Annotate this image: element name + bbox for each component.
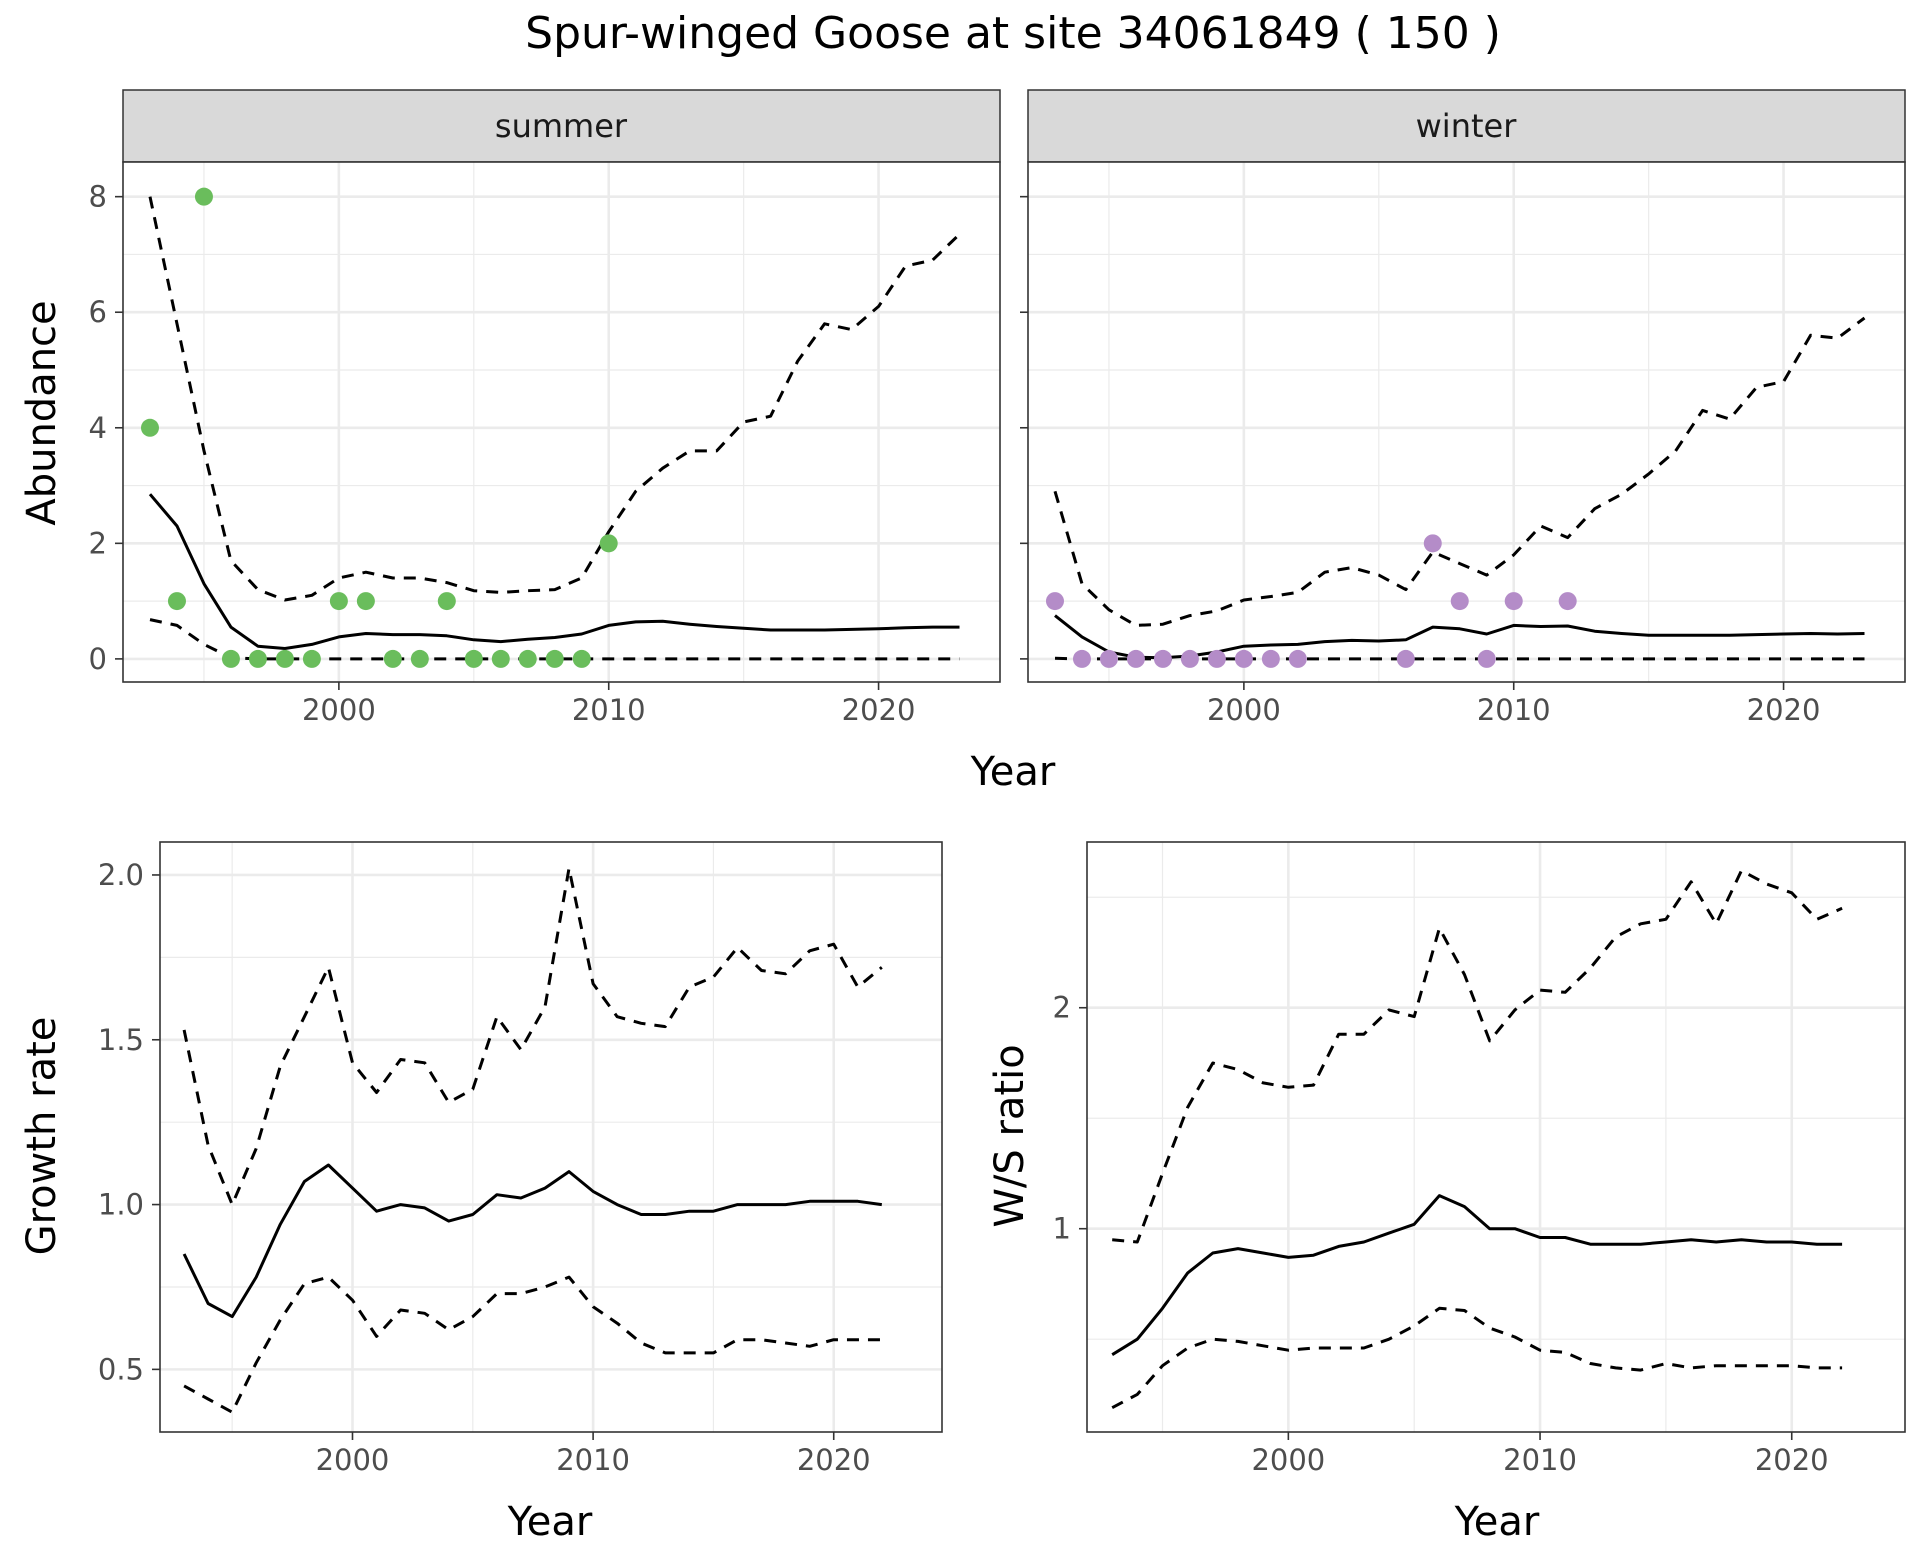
winter-x-tick-label: 2020 [1747,693,1821,727]
ws-ratio-x-tick-label: 2000 [1251,1443,1325,1477]
growth-panel-border [159,841,943,1433]
summer-observed-point [437,592,456,611]
summer-panel-border [122,161,1001,683]
summer-observed-point [545,649,564,668]
summer-data-layer [140,187,961,668]
abundance-winter-panel: 2000 2010 2020 [1020,161,1906,727]
winter-observed-point [1450,592,1469,611]
facet-strip-winter [1027,89,1906,163]
top-x-axis-title: Year [970,749,1056,795]
summer-upper-line [148,196,961,602]
summer-estimate-line [148,493,960,650]
growth-upper-line [182,866,883,1207]
summer-observed-point [518,649,537,668]
summer-observed-point [302,649,321,668]
winter-observed-point [1504,592,1523,611]
ws-x-axis-title: Year [1454,1499,1540,1545]
ws-ratio-x-tick-label: 2010 [1503,1443,1577,1477]
ws-y-axis-title: W/S ratio [987,1044,1033,1227]
growth-y-tick-label: 1.0 [98,1188,144,1222]
growth-y-tick-label: 1.5 [98,1023,144,1057]
growth-rate-panel: 2000 2010 2020 0.5 1.0 1.5 2.0 [98,841,943,1477]
winter-observed-point [1423,534,1442,553]
summer-x-tick-label: 2020 [842,693,916,727]
top-y-axis-title: Abundance [19,300,65,525]
winter-observed-point [1099,649,1118,668]
summer-y-tick-label: 2 [89,526,107,560]
summer-observed-point [491,649,510,668]
growth-x-axis-title: Year [507,1499,593,1545]
summer-y-tick-label: 6 [89,295,107,329]
summer-observed-point [140,418,159,437]
winter-observed-point [1558,592,1577,611]
winter-observed-point [1126,649,1145,668]
growth-y-tick-label: 2.0 [98,858,144,892]
ws-ratio-x-tick-label: 2020 [1755,1443,1829,1477]
summer-x-tick-label: 2010 [572,693,646,727]
summer-x-tick-label: 2000 [302,693,376,727]
ws-ratio-estimate-line [1111,1194,1843,1356]
winter-observed-point [1396,649,1415,668]
ws-ratio-plot-area [1087,842,1905,1432]
summer-observed-point [572,649,591,668]
facet-strip-summer [122,89,1001,163]
summer-observed-point [383,649,402,668]
summer-observed-point [167,592,186,611]
growth-x-tick-label: 2010 [556,1443,630,1477]
growth-lower-line [183,1275,882,1414]
ws-ratio-panel: 2000 2010 2020 1 2 [1053,841,1906,1477]
facet-label-summer: summer [495,107,628,145]
summer-y-tick-label: 4 [89,411,107,445]
growth-plot-area [160,842,942,1432]
ws-ratio-data-layer [1111,869,1843,1410]
winter-observed-point [1180,649,1199,668]
ws-ratio-y-tick-label: 2 [1053,991,1071,1025]
winter-observed-point [1153,649,1172,668]
winter-observed-point [1207,649,1226,668]
winter-observed-point [1288,649,1307,668]
growth-data-layer [182,866,883,1414]
summer-observed-point [221,649,240,668]
winter-observed-point [1072,649,1091,668]
winter-observed-point [1045,592,1064,611]
summer-observed-point [329,592,348,611]
winter-observed-point [1477,649,1496,668]
summer-observed-point [464,649,483,668]
summer-y-tick-label: 8 [89,180,107,214]
growth-x-tick-label: 2020 [797,1443,871,1477]
figure-title: Spur-winged Goose at site 34061849 ( 150… [525,8,1501,59]
ws-ratio-lower-line [1111,1306,1843,1410]
winter-upper-line [1053,316,1866,627]
winter-x-tick-label: 2000 [1207,693,1281,727]
ws-ratio-panel-border [1086,841,1906,1433]
summer-observed-point [410,649,429,668]
winter-observed-point [1261,649,1280,668]
summer-y-tick-label: 0 [89,642,107,676]
abundance-summer-panel: 2000 2010 2020 0 2 4 6 8 [89,161,1001,727]
winter-observed-point [1234,649,1253,668]
facet-label-winter: winter [1416,107,1518,145]
ws-ratio-upper-line [1112,869,1843,1244]
growth-y-axis-title: Growth rate [19,1017,65,1256]
growth-y-tick-label: 0.5 [98,1352,144,1386]
growth-estimate-line [182,1163,883,1319]
summer-plot-area [123,162,1000,682]
winter-x-tick-label: 2010 [1477,693,1551,727]
summer-observed-point [275,649,294,668]
summer-observed-point [356,592,375,611]
summer-observed-point [248,649,267,668]
summer-observed-point [194,187,213,206]
summer-observed-point [599,534,618,553]
growth-x-tick-label: 2000 [316,1443,390,1477]
winter-panel-border [1027,161,1906,683]
ws-ratio-y-tick-label: 1 [1053,1212,1071,1246]
winter-data-layer [1045,316,1866,668]
